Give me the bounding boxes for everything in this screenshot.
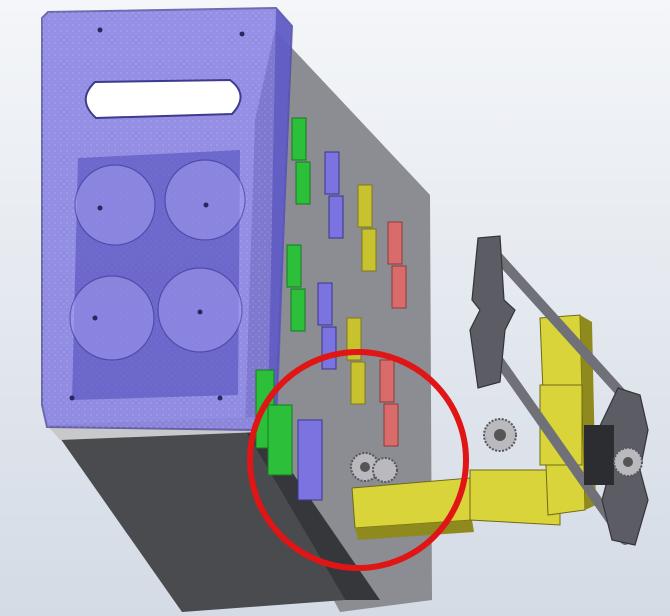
translucent-housing — [41, 6, 294, 432]
stepper-motor — [584, 425, 614, 485]
compartment-block — [350, 361, 366, 405]
lower-body — [60, 430, 345, 612]
compartment-block — [383, 403, 399, 447]
compartment-block — [357, 184, 373, 228]
compartment-block — [324, 151, 340, 195]
mount-hole — [239, 31, 245, 37]
cup-cavity — [69, 275, 155, 361]
cup-cavity — [164, 159, 246, 241]
cup-cavity — [74, 164, 156, 246]
compartment-block — [317, 282, 333, 326]
compartment-block — [290, 288, 306, 332]
compartment-block — [286, 244, 302, 288]
compartment-block — [391, 265, 407, 309]
mount-hole — [69, 395, 75, 401]
left-mount-plate — [469, 235, 516, 389]
handle-slot — [84, 78, 242, 120]
mount-hole — [97, 205, 103, 211]
mount-hole — [92, 315, 98, 321]
mount-hole — [217, 395, 223, 401]
mount-hole — [97, 27, 103, 33]
highlight-circle — [247, 349, 469, 571]
compartment-block — [387, 221, 403, 265]
compartment-block — [361, 228, 377, 272]
gear-pulley — [350, 418, 643, 483]
compartment-block — [321, 326, 337, 370]
compartment-block — [379, 359, 395, 403]
compartment-block — [295, 161, 311, 205]
compartment-block — [291, 117, 307, 161]
compartment-block — [328, 195, 344, 239]
mount-hole — [203, 202, 209, 208]
mount-hole — [197, 309, 203, 315]
